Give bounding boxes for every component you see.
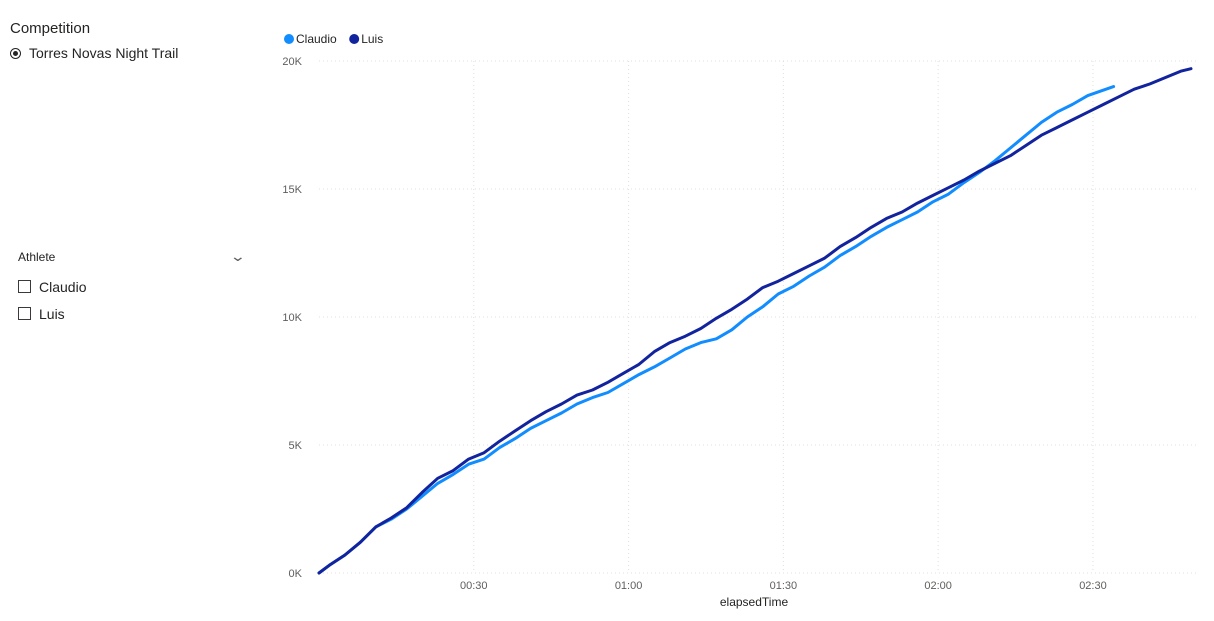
x-tick-label: 01:00 <box>615 580 643 592</box>
checkbox-luis[interactable] <box>18 307 31 320</box>
athlete-slicer-header[interactable]: Athlete ⌄ <box>18 248 246 265</box>
athlete-slicer-title: Athlete <box>18 249 56 264</box>
series-line-claudio <box>317 85 1116 575</box>
x-tick-label: 02:30 <box>1079 580 1107 592</box>
y-tick-label: 10K <box>282 312 302 324</box>
athlete-option-label: Claudio <box>39 278 87 295</box>
legend-label-luis: Luis <box>361 32 383 46</box>
legend-label-claudio: Claudio <box>296 32 337 46</box>
chevron-down-icon[interactable]: ⌄ <box>229 248 247 264</box>
competition-slicer: Competition Torres Novas Night Trail <box>10 20 240 61</box>
y-tick-label: 15K <box>282 184 302 196</box>
athlete-slicer: Athlete ⌄ Claudio Luis <box>18 248 246 327</box>
series-line-luis <box>317 67 1193 575</box>
legend-marker-claudio <box>284 34 294 44</box>
competition-slicer-title: Competition <box>10 20 91 37</box>
competition-option[interactable]: Torres Novas Night Trail <box>10 45 240 61</box>
y-tick-label: 20K <box>282 56 302 68</box>
x-tick-label: 01:30 <box>770 580 798 592</box>
athlete-option-luis[interactable]: Luis <box>18 300 246 327</box>
competition-option-label: Torres Novas Night Trail <box>29 45 179 61</box>
athlete-option-label: Luis <box>39 305 65 322</box>
checkbox-claudio[interactable] <box>18 280 31 293</box>
x-axis-title: elapsedTime <box>720 595 789 609</box>
radio-selected-icon[interactable] <box>10 47 21 59</box>
y-tick-label: 5K <box>289 440 303 452</box>
legend-marker-luis <box>349 34 360 44</box>
athlete-option-claudio[interactable]: Claudio <box>18 273 246 300</box>
x-tick-label: 02:00 <box>924 580 952 592</box>
x-tick-label: 00:30 <box>460 580 488 592</box>
y-tick-label: 0K <box>289 568 303 580</box>
